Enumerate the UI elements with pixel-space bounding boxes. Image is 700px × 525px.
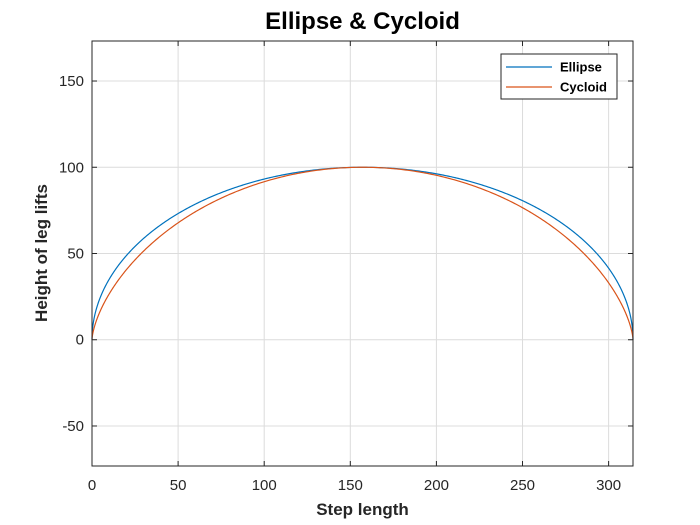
x-tick-label: 50 [170, 477, 187, 494]
y-tick-label: 150 [59, 73, 84, 90]
ticks [91, 41, 633, 466]
x-tick-label: 250 [510, 477, 535, 494]
chart-title: Ellipse & Cycloid [265, 8, 460, 35]
grid [92, 41, 633, 466]
series-layer [91, 166, 634, 340]
x-axis-label: Step length [316, 500, 409, 519]
x-tick-label: 0 [88, 477, 96, 494]
y-tick-label: 0 [76, 332, 84, 349]
y-tick-label: -50 [62, 418, 84, 435]
x-tick-label: 300 [596, 477, 621, 494]
y-axis-label: Height of leg lifts [32, 184, 51, 322]
legend: Ellipse Cycloid [500, 53, 618, 100]
legend-label-ellipse: Ellipse [560, 60, 602, 75]
x-tick-label: 150 [338, 477, 363, 494]
series-line-cycloid [91, 166, 634, 340]
tick-labels: 0 50 100 150 200 250 300 -50 0 50 100 150 [59, 73, 621, 494]
x-tick-label: 200 [424, 477, 449, 494]
y-tick-label: 50 [67, 246, 84, 263]
legend-label-cycloid: Cycloid [560, 80, 607, 95]
legend-box [500, 53, 618, 100]
x-tick-label: 100 [252, 477, 277, 494]
y-tick-label: 100 [59, 159, 84, 176]
